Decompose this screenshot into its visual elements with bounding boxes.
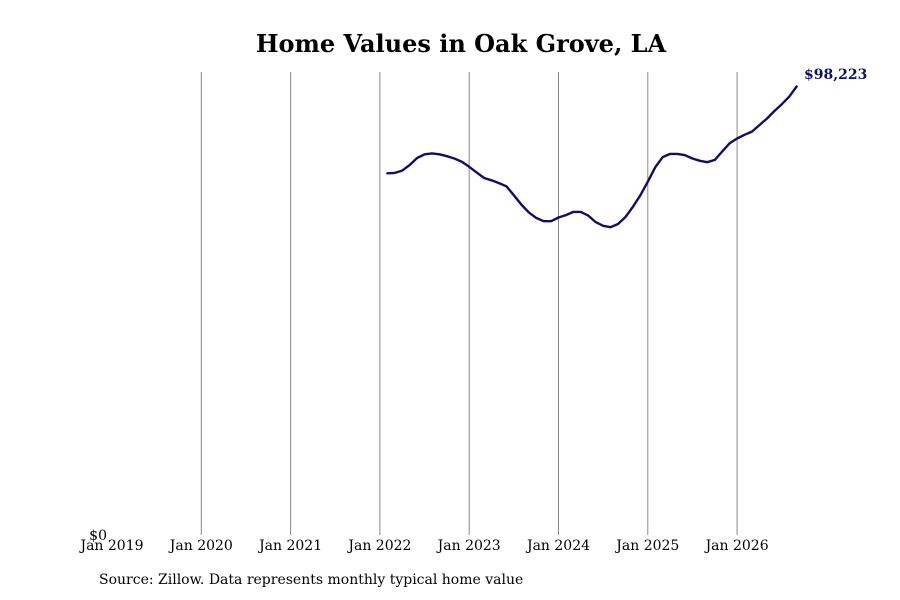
home-value-line: [386, 85, 798, 229]
x-tick-label: Jan 2020: [168, 538, 233, 554]
x-tick-label: Jan 2019: [78, 538, 143, 554]
x-tick-label: Jan 2022: [346, 538, 411, 554]
x-tick-label: Jan 2024: [525, 538, 590, 554]
latest-value-label: $98,223: [804, 67, 867, 83]
x-tick-label: Jan 2023: [436, 538, 501, 554]
x-tick-labels: Jan 2019 Jan 2020 Jan 2021 Jan 2022 Jan 2023…: [78, 538, 768, 554]
x-tick-label: Jan 2025: [614, 538, 679, 554]
chart-title: Home Values in Oak Grove, LA: [256, 29, 667, 58]
source-note: Source: Zillow. Data represents monthly …: [99, 572, 524, 588]
x-gridlines: [200, 72, 738, 535]
y-tick-label-zero: $0: [89, 528, 107, 544]
x-tick-label: Jan 2026: [704, 538, 769, 554]
x-tick-label: Jan 2021: [257, 538, 322, 554]
